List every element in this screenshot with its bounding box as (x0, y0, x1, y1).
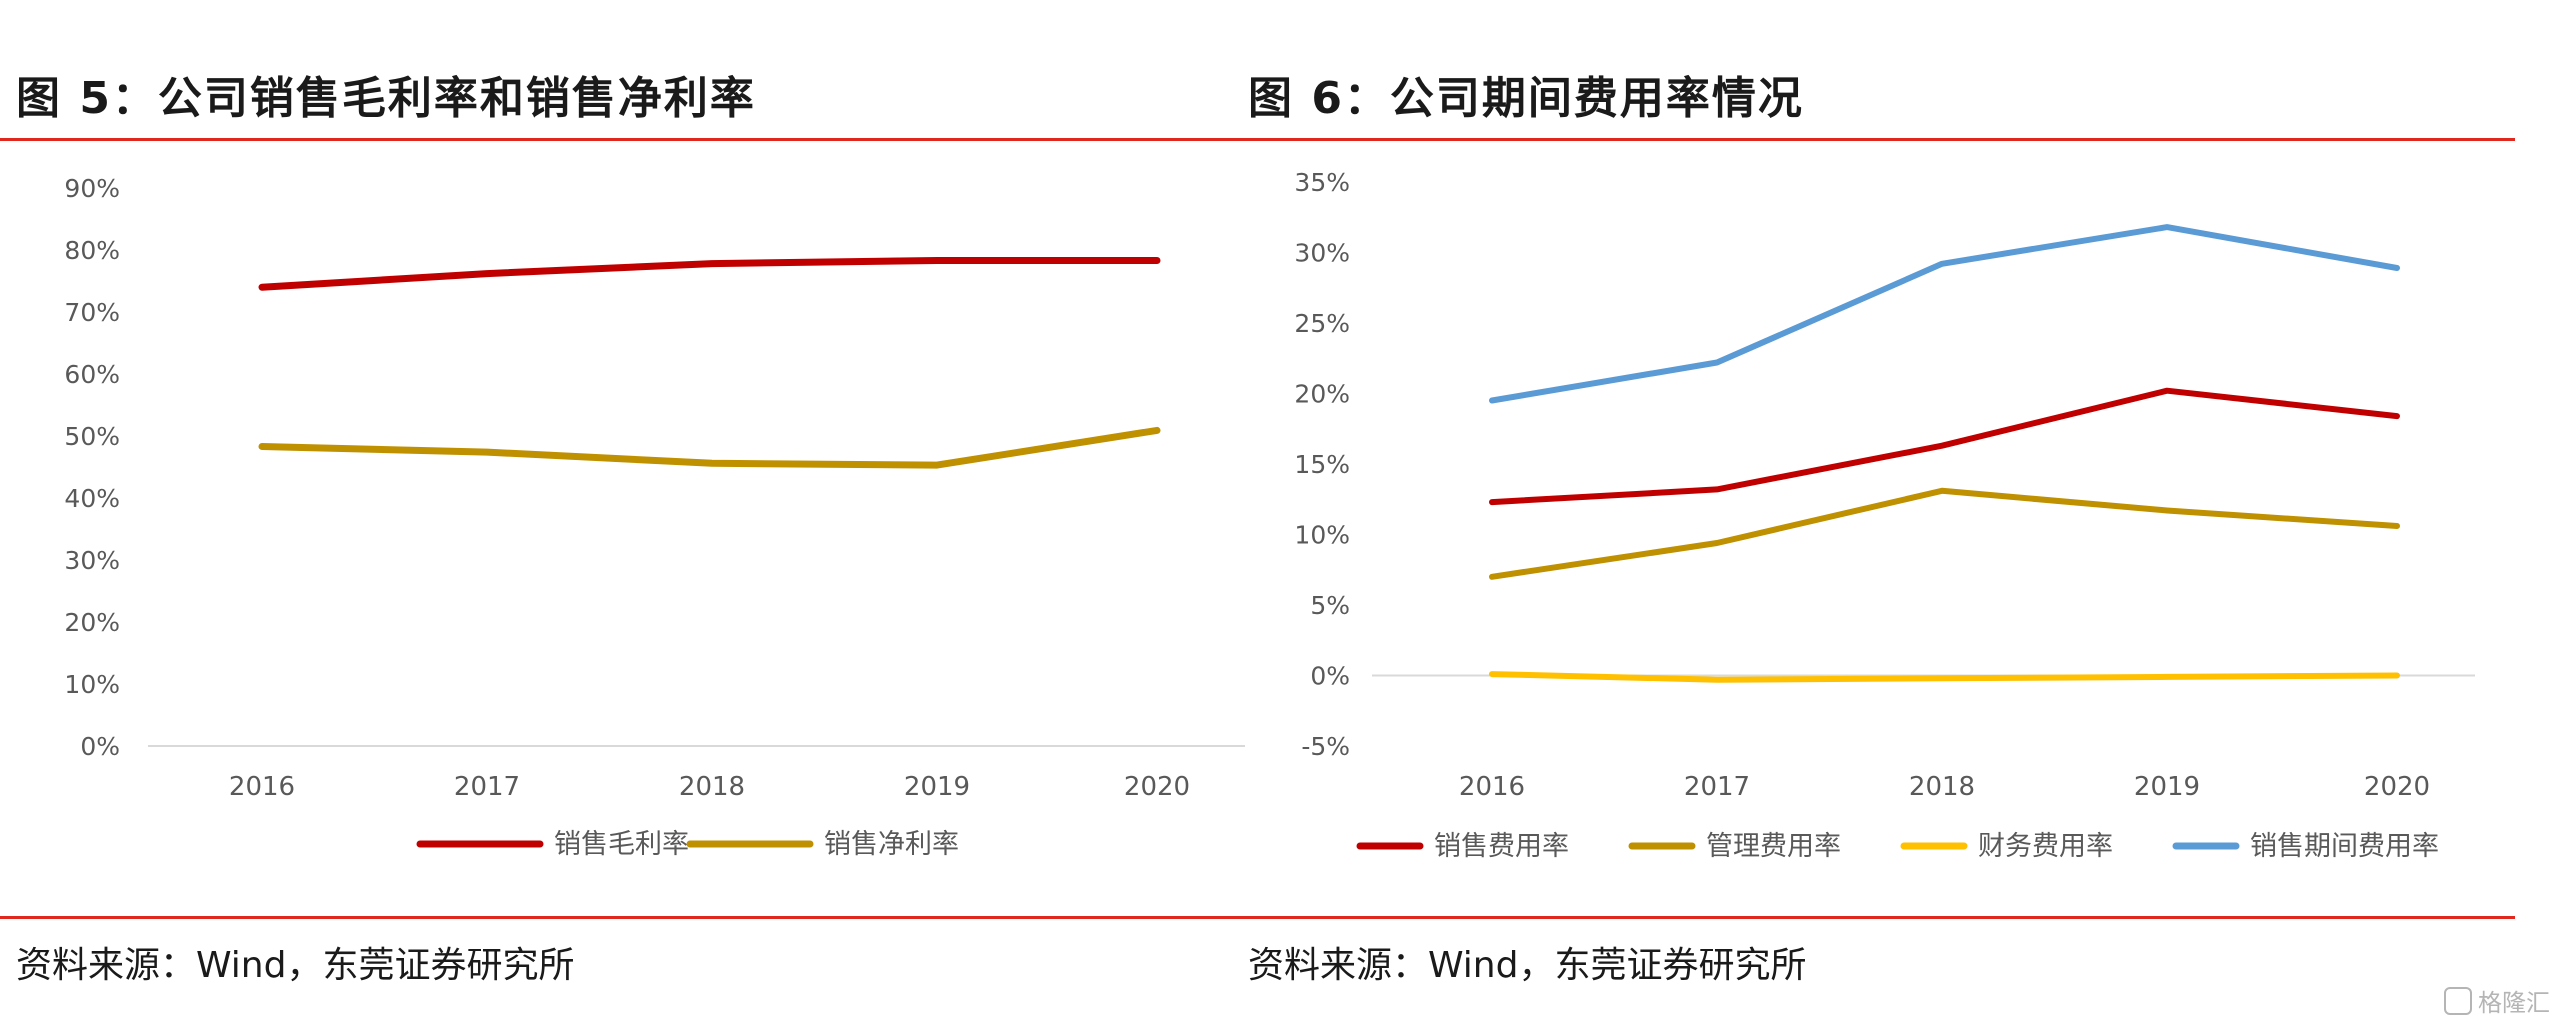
watermark-text: 格隆汇 (2478, 989, 2550, 1017)
series-line (1489, 387, 2400, 506)
x-tick-label: 2016 (229, 772, 295, 802)
data-point (486, 272, 488, 275)
y-tick-label: 0% (1310, 662, 1350, 691)
data-point (2166, 675, 2168, 678)
y-tick-label: 80% (64, 236, 120, 265)
x-tick-label: 2020 (2364, 772, 2430, 802)
data-point (261, 286, 263, 289)
y-tick-label: 35% (1294, 168, 1350, 197)
y-tick-label: 15% (1294, 450, 1350, 479)
x-tick-label: 2020 (1124, 772, 1190, 802)
y-tick-label: 25% (1294, 309, 1350, 338)
data-point (1716, 361, 1718, 364)
data-point (2166, 509, 2168, 512)
legend-label: 销售净利率 (824, 829, 959, 860)
y-tick-label: 20% (1294, 380, 1350, 409)
data-point (1941, 444, 1943, 447)
y-tick-label: 20% (64, 608, 120, 637)
series-line (1489, 224, 2400, 404)
expense-ratio-chart: -5% 0% 5% 10% 15% 20% 25% 30% 35% 2016 2017 2018 201… (1294, 168, 2475, 862)
y-tick-label: 30% (1294, 239, 1350, 268)
data-point (1491, 575, 1493, 578)
figure-5-panel: 图 5：公司销售毛利率和销售净利率 0% 10% 20% 30% 40% 50% 60% 70… (0, 0, 1260, 1026)
data-point (1941, 489, 1943, 492)
data-point (1941, 262, 1943, 265)
y-tick-label: 40% (64, 484, 120, 513)
y-tick-label: 30% (64, 546, 120, 575)
data-point (1491, 399, 1493, 402)
y-tick-label: 0% (80, 732, 120, 761)
data-point (261, 445, 263, 448)
data-point (2396, 525, 2398, 527)
title-divider (0, 138, 1255, 141)
legend-label: 财务费用率 (1978, 831, 2113, 862)
legend-label: 管理费用率 (1706, 831, 1841, 862)
x-tick-label: 2018 (679, 772, 745, 802)
data-point (1716, 678, 1718, 681)
data-point (1156, 429, 1158, 432)
figure-5-source: 资料来源：Wind，东莞证券研究所 (16, 945, 575, 986)
y-tick-label: 60% (64, 360, 120, 389)
figure-6-panel: 图 6：公司期间费用率情况 -5% 0% 5% 10% 15% 20% 25% 30% 35% 2… (1240, 0, 2560, 1026)
y-tick-label: 10% (64, 670, 120, 699)
y-tick-label: 90% (64, 174, 120, 203)
figure-6-title: 图 6：公司期间费用率情况 (1248, 73, 1804, 124)
y-tick-label: 5% (1310, 591, 1350, 620)
y-tick-label: 10% (1294, 521, 1350, 550)
series-line (258, 257, 1161, 291)
gross-net-margin-chart: 0% 10% 20% 30% 40% 50% 60% 70% 80% 90% 2016 2017 201… (64, 174, 1245, 860)
data-point (2396, 415, 2398, 418)
x-tick-label: 2017 (454, 772, 520, 802)
figure-6-source: 资料来源：Wind，东莞证券研究所 (1248, 945, 1807, 986)
y-tick-label: 70% (64, 298, 120, 327)
data-point (1491, 501, 1493, 504)
y-tick-label: 50% (64, 422, 120, 451)
data-point (711, 462, 713, 465)
watermark: 格隆汇 (2444, 983, 2550, 1018)
legend-label: 销售费用率 (1434, 831, 1569, 862)
data-point (1716, 488, 1718, 491)
data-point (2396, 674, 2398, 677)
data-point (2166, 226, 2168, 229)
title-divider (1250, 138, 2515, 141)
series-line (1489, 487, 2400, 580)
data-point (2396, 267, 2398, 269)
y-tick-label: -5% (1301, 732, 1350, 761)
data-point (1941, 677, 1943, 680)
x-tick-label: 2019 (904, 772, 970, 802)
series-line (258, 426, 1161, 469)
data-point (936, 464, 938, 467)
brand-logo-icon (2444, 986, 2472, 1015)
data-point (2166, 389, 2168, 392)
source-divider (1250, 916, 2515, 919)
legend-label: 销售期间费用率 (2250, 831, 2439, 862)
source-divider (0, 916, 1255, 919)
x-tick-label: 2019 (2134, 772, 2200, 802)
x-tick-label: 2017 (1684, 772, 1750, 802)
legend-label: 销售毛利率 (554, 829, 689, 860)
data-point (1716, 542, 1718, 544)
x-tick-label: 2016 (1459, 772, 1525, 802)
data-point (711, 262, 713, 265)
figure-5-title: 图 5：公司销售毛利率和销售净利率 (16, 73, 756, 124)
data-point (1156, 259, 1158, 262)
data-point (1491, 673, 1493, 676)
data-point (936, 259, 938, 262)
x-tick-label: 2018 (1909, 772, 1975, 802)
data-point (486, 451, 488, 454)
